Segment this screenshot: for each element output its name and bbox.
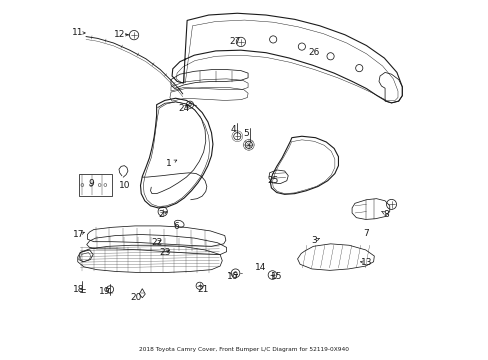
Text: 2: 2	[158, 210, 164, 219]
Text: 18: 18	[73, 285, 84, 294]
Text: 4: 4	[230, 125, 235, 134]
Text: 23: 23	[159, 248, 170, 257]
Text: 22: 22	[151, 238, 162, 247]
Text: 21: 21	[197, 285, 208, 294]
Text: 7: 7	[363, 229, 368, 238]
Text: 14: 14	[254, 264, 266, 273]
Text: 9: 9	[88, 179, 94, 188]
Text: 26: 26	[308, 48, 320, 57]
Text: 6: 6	[173, 222, 179, 231]
Text: 19: 19	[99, 287, 110, 296]
Text: 15: 15	[270, 272, 282, 281]
Text: 24: 24	[178, 104, 189, 113]
Text: 13: 13	[360, 258, 371, 267]
Text: 16: 16	[227, 272, 238, 281]
Text: 2018 Toyota Camry Cover, Front Bumper L/C Diagram for 52119-0X940: 2018 Toyota Camry Cover, Front Bumper L/…	[139, 347, 349, 352]
Text: 12: 12	[114, 30, 125, 39]
Text: 1: 1	[166, 159, 172, 168]
Text: 3: 3	[311, 237, 317, 246]
Text: 25: 25	[267, 176, 278, 185]
Text: 20: 20	[130, 293, 142, 302]
Text: 5: 5	[243, 129, 249, 138]
Text: 8: 8	[383, 210, 388, 219]
Text: 17: 17	[73, 230, 84, 239]
Text: 27: 27	[229, 37, 241, 46]
Bar	[79, 174, 112, 196]
Text: 10: 10	[119, 181, 130, 190]
Text: 11: 11	[72, 28, 83, 37]
